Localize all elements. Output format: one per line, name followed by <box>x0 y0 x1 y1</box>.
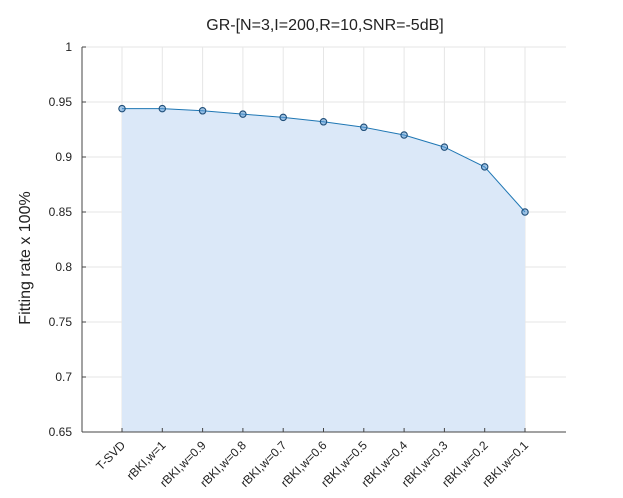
data-area <box>122 108 525 432</box>
y-tick-label: 0.65 <box>49 425 73 439</box>
y-tick-label: 0.75 <box>49 315 73 329</box>
data-point <box>360 123 368 132</box>
data-markers <box>118 104 529 216</box>
axes <box>81 46 566 433</box>
data-point <box>118 104 126 113</box>
y-tick-label: 0.95 <box>49 95 73 109</box>
y-tick-label: 0.85 <box>49 205 73 219</box>
y-tick-labels: 0.65 0.7 0.75 0.8 0.85 0.9 0.95 1 <box>49 40 73 439</box>
data-point <box>158 104 167 113</box>
y-tick-label: 0.8 <box>55 260 72 274</box>
y-tick-label: 1 <box>65 40 72 54</box>
data-point <box>521 208 529 216</box>
data-point <box>400 131 408 139</box>
y-tick-label: 0.9 <box>55 150 72 164</box>
x-tick-labels: T-SVDrBKI,w=1rBKI,w=0.9rBKI,w=0.8rBKI,w=… <box>93 438 531 490</box>
area-fill <box>122 108 525 432</box>
data-point <box>440 143 449 151</box>
data-point <box>480 163 489 171</box>
chart-title: GR-[N=3,I=200,R=10,SNR=-5dB] <box>206 17 443 34</box>
y-axis-label: Fitting rate x 100% <box>17 191 34 324</box>
data-point <box>279 113 287 122</box>
data-point <box>319 118 328 126</box>
data-point <box>198 107 207 115</box>
x-tick-label: T-SVD <box>93 438 128 473</box>
data-point <box>239 110 247 118</box>
y-tick-label: 0.7 <box>55 370 72 384</box>
